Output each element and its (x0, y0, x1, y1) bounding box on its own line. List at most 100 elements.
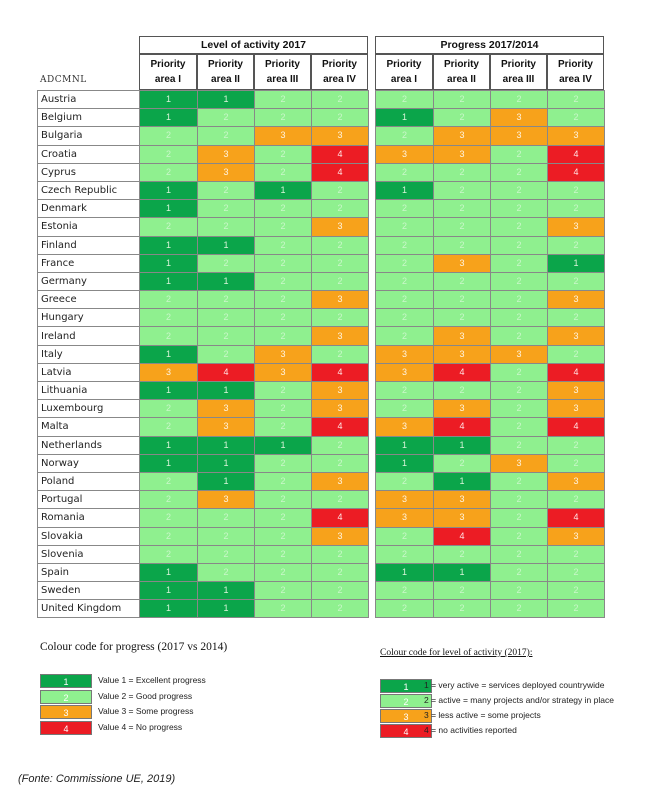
country-cell: Hungary (37, 308, 140, 328)
progress-cell: 3 (547, 290, 605, 310)
progress-group-header: Progress 2017/2014 (375, 36, 604, 54)
activity-cell: 1 (139, 271, 198, 292)
activity-cell: 1 (197, 471, 255, 492)
legend-swatch: 2 (40, 689, 92, 704)
activity-cell: 2 (139, 308, 198, 328)
progress-cell: 2 (375, 380, 434, 401)
progress-cell: 3 (375, 417, 434, 437)
progress-cell: 2 (433, 108, 491, 128)
activity-cell: 4 (311, 144, 369, 164)
table-row: Sweden 1 1 2 2 2 2 2 2 (37, 581, 605, 601)
activity-cell: 3 (311, 471, 369, 492)
table-row: Slovenia 2 2 2 2 2 2 2 2 (37, 544, 605, 564)
progress-cell: 3 (490, 126, 548, 146)
progress-cell: 2 (375, 326, 434, 346)
activity-cell: 3 (197, 490, 255, 510)
progress-cell: 3 (433, 253, 491, 273)
column-gap (368, 436, 376, 455)
legend-text: 4 = no activities reported (424, 725, 517, 735)
progress-cell: 2 (490, 399, 548, 419)
activity-cell: 2 (311, 271, 369, 292)
country-cell: Poland (37, 471, 140, 492)
activity-cell: 1 (197, 380, 255, 401)
country-cell: Norway (37, 453, 140, 473)
activity-cell: 3 (254, 344, 312, 364)
progress-cell: 2 (547, 453, 605, 473)
column-gap (368, 508, 376, 527)
progress-cell: 2 (433, 453, 491, 473)
progress-cell: 2 (490, 180, 548, 201)
activity-cell: 2 (139, 326, 198, 346)
data-table: Austria 1 1 2 2 2 2 2 2 Belgium 1 2 2 2 1 2 3 2 Bulgaria 2 2… (37, 89, 605, 619)
activity-cell: 2 (311, 199, 369, 219)
activity-cell: 2 (254, 89, 312, 110)
table-row: Luxembourg 2 3 2 3 2 3 2 3 (37, 399, 605, 419)
progress-cell: 4 (547, 417, 605, 437)
table-row: Poland 2 1 2 3 2 1 2 3 (37, 471, 605, 492)
legend-text: Value 4 = No progress (98, 721, 183, 732)
progress-cell: 2 (375, 89, 434, 110)
country-cell: Netherlands (37, 435, 140, 455)
activity-cell: 1 (197, 599, 255, 619)
activity-cell: 3 (311, 217, 369, 237)
progress-cell: 4 (433, 526, 491, 546)
col-header-line2: area II (447, 74, 476, 85)
progress-cell: 2 (433, 581, 491, 601)
activity-cell: 1 (254, 180, 312, 201)
activity-cell: 1 (197, 453, 255, 473)
activity-cell: 2 (311, 581, 369, 601)
activity-cell: 4 (311, 162, 369, 182)
activity-cell: 2 (311, 344, 369, 364)
country-cell: Bulgaria (37, 126, 140, 146)
column-gap (368, 417, 376, 437)
col-header-line1: Priority (264, 59, 300, 70)
table-row: Netherlands 1 1 1 2 1 1 2 2 (37, 435, 605, 455)
activity-cell: 3 (311, 290, 369, 310)
progress-cell: 2 (547, 271, 605, 292)
activity-cell: 2 (197, 308, 255, 328)
activity-cell: 3 (311, 126, 369, 146)
activity-cell: 3 (254, 362, 312, 383)
country-cell: Cyprus (37, 162, 140, 182)
column-gap (368, 345, 376, 364)
table-row: Cyprus 2 3 2 4 2 2 2 4 (37, 162, 605, 182)
progress-cell: 4 (547, 508, 605, 528)
activity-cell: 2 (197, 344, 255, 364)
country-cell: Croatia (37, 144, 140, 164)
activity-cell: 2 (254, 399, 312, 419)
country-cell: Belgium (37, 108, 140, 128)
progress-cell: 1 (375, 435, 434, 455)
legend-swatch: 3 (380, 709, 432, 723)
progress-cell: 3 (547, 526, 605, 546)
activity-cell: 2 (311, 180, 369, 201)
progress-cell: 3 (433, 144, 491, 164)
activity-cell: 2 (254, 108, 312, 128)
activity-cell: 2 (254, 271, 312, 292)
activity-cell: 2 (197, 180, 255, 201)
col-header-line1: Priority (321, 59, 357, 70)
activity-cell: 2 (254, 544, 312, 564)
activity-cell: 1 (139, 108, 198, 128)
activity-col-header-2: Priority area II (197, 54, 254, 90)
progress-cell: 1 (375, 108, 434, 128)
activity-cell: 2 (254, 253, 312, 273)
activity-cell: 2 (311, 108, 369, 128)
progress-cell: 2 (490, 435, 548, 455)
country-cell: Austria (37, 89, 140, 110)
column-gap (368, 290, 376, 309)
legend-swatch: 4 (380, 724, 432, 738)
country-cell: Lithuania (37, 380, 140, 401)
activity-cell: 2 (139, 471, 198, 492)
table-row: Spain 1 2 2 2 1 1 2 2 (37, 562, 605, 583)
activity-cell: 2 (197, 326, 255, 346)
column-gap (368, 181, 376, 200)
progress-cell: 3 (433, 399, 491, 419)
activity-cell: 2 (254, 290, 312, 310)
progress-cell: 2 (433, 89, 491, 110)
progress-cell: 2 (490, 417, 548, 437)
table-row: Denmark 1 2 2 2 2 2 2 2 (37, 199, 605, 219)
activity-cell: 2 (311, 235, 369, 255)
progress-cell: 4 (433, 362, 491, 383)
progress-cell: 2 (375, 126, 434, 146)
column-gap (368, 472, 376, 491)
